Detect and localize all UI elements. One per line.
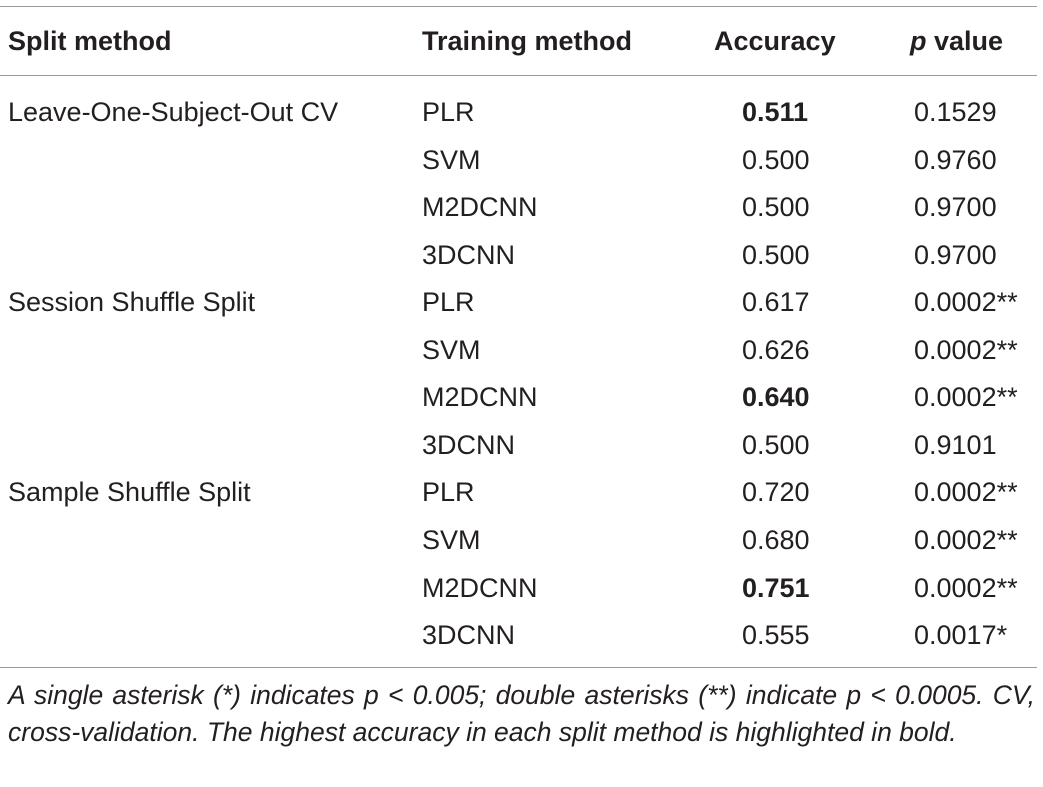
cell-training-method: SVM: [422, 144, 481, 175]
cell-p-value: 0.0002**: [914, 477, 1018, 508]
cell-accuracy: 0.617: [742, 287, 810, 318]
cell-training-method: PLR: [422, 287, 475, 318]
cell-p-value: 0.0002**: [914, 382, 1018, 413]
table-row: Session Shuffle Split PLR 0.617 0.0002**: [0, 285, 1037, 332]
table-row: Sample Shuffle Split PLR 0.720 0.0002**: [0, 475, 1037, 522]
cell-accuracy: 0.500: [742, 144, 810, 175]
cell-training-method: M2DCNN: [422, 382, 538, 413]
header-p-value: p value: [910, 24, 1003, 58]
cell-p-value: 0.0002**: [914, 334, 1018, 365]
table-row: M2DCNN 0.500 0.9700: [0, 190, 1037, 237]
cell-training-method: 3DCNN: [422, 620, 516, 651]
cell-accuracy: 0.626: [742, 334, 810, 365]
cell-training-method: M2DCNN: [422, 192, 538, 223]
table-row: Leave-One-Subject-Out CV PLR 0.511 0.1529: [0, 95, 1037, 142]
cell-p-value: 0.9760: [914, 144, 997, 175]
cell-p-value: 0.0017*: [914, 620, 1008, 651]
cell-training-method: PLR: [422, 477, 475, 508]
cell-training-method: M2DCNN: [422, 572, 538, 603]
table-row: M2DCNN 0.751 0.0002**: [0, 571, 1037, 618]
cell-p-value: 0.9700: [914, 239, 997, 270]
cell-split-method: Leave-One-Subject-Out CV: [8, 97, 339, 127]
cell-accuracy: 0.751: [742, 572, 810, 603]
table-row: 3DCNN 0.500 0.9700: [0, 238, 1037, 285]
cell-accuracy: 0.500: [742, 239, 810, 270]
cell-training-method: PLR: [422, 97, 475, 127]
table-bottom-rule: [0, 667, 1037, 668]
cell-accuracy: 0.720: [742, 477, 810, 508]
table-row: M2DCNN 0.640 0.0002**: [0, 380, 1037, 427]
table-row: SVM 0.500 0.9760: [0, 143, 1037, 190]
cell-training-method: 3DCNN: [422, 239, 516, 270]
header-p-rest: value: [926, 26, 1004, 56]
cell-p-value: 0.9101: [914, 429, 997, 460]
table-row: SVM 0.680 0.0002**: [0, 523, 1037, 570]
header-split-method: Split method: [8, 26, 172, 56]
cell-p-value: 0.9700: [914, 192, 997, 223]
cell-p-value: 0.0002**: [914, 524, 1018, 555]
table-header-rule: [0, 75, 1037, 76]
cell-training-method: 3DCNN: [422, 429, 516, 460]
cell-accuracy: 0.640: [742, 382, 810, 413]
cell-accuracy: 0.511: [742, 97, 809, 127]
header-training-method: Training method: [422, 26, 633, 56]
cell-p-value: 0.0002**: [914, 572, 1018, 603]
cell-accuracy: 0.500: [742, 192, 810, 223]
header-accuracy: Accuracy: [714, 26, 836, 56]
table-row: SVM 0.626 0.0002**: [0, 333, 1037, 380]
cell-p-value: 0.0002**: [914, 287, 1018, 318]
cell-accuracy: 0.555: [742, 620, 810, 651]
cell-training-method: SVM: [422, 524, 481, 555]
cell-training-method: SVM: [422, 334, 481, 365]
cell-accuracy: 0.680: [742, 524, 810, 555]
header-p-italic: p: [910, 26, 927, 56]
table-row: 3DCNN 0.500 0.9101: [0, 428, 1037, 475]
cell-p-value: 0.1529: [914, 97, 997, 127]
cell-split-method: Sample Shuffle Split: [8, 477, 251, 508]
table-row: 3DCNN 0.555 0.0017*: [0, 618, 1037, 665]
cell-split-method: Session Shuffle Split: [8, 287, 256, 318]
table-top-rule: [0, 6, 1037, 7]
cell-accuracy: 0.500: [742, 429, 810, 460]
table-footnote: A single asterisk (*) indicates p < 0.00…: [8, 680, 1035, 747]
